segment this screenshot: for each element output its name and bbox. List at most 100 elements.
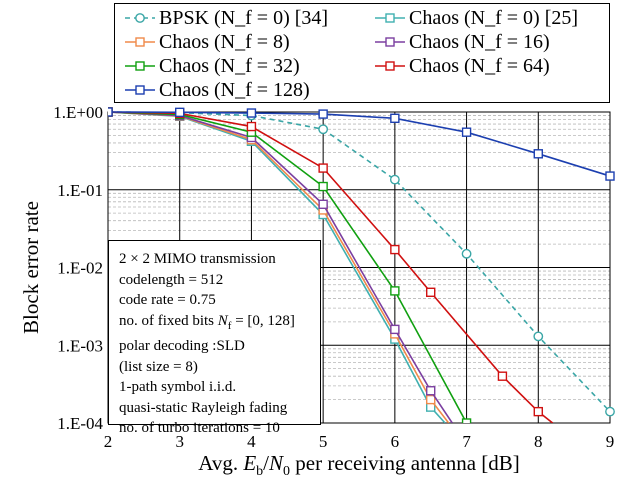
data-point: [246, 121, 257, 132]
legend-label: Chaos (N_f = 64): [409, 54, 550, 77]
series-layer: [108, 107, 615, 423]
data-point: [605, 406, 615, 417]
legend-item: Chaos (N_f = 128): [123, 78, 310, 101]
parameter-line: quasi-static Rayleigh fading: [119, 398, 320, 419]
data-point: [461, 248, 472, 259]
data-point: [426, 394, 436, 405]
parameter-text: N: [217, 312, 228, 329]
series-6: [108, 107, 615, 181]
parameter-text: code rate = 0.75: [119, 292, 216, 308]
legend-symbol: [125, 13, 155, 23]
legend-label: Chaos (N_f = 128): [159, 78, 310, 101]
data-point: [461, 418, 472, 423]
y-tick-labels: 1.E+00 1.E-01 1.E-02 1.E-03 1.E-04: [53, 103, 103, 433]
x-tick-label: 7: [462, 432, 471, 451]
x-tick-label: 2: [104, 432, 113, 451]
legend-symbol: [375, 37, 405, 47]
data-point: [318, 163, 328, 173]
y-tick-label: 1.E+00: [53, 103, 103, 122]
x-axis-label-part: b: [256, 464, 263, 479]
parameter-line: no. of turbo iterations = 10: [119, 418, 320, 439]
series-line: [108, 111, 611, 177]
data-point: [175, 107, 185, 118]
legend-item: Chaos (N_f = 0) [25]: [373, 6, 579, 29]
legend: BPSK (N_f = 0) [34] Chaos (N_f = 0) [25] C…: [114, 3, 610, 103]
data-point: [390, 286, 400, 296]
y-tick-label: 1.E-04: [57, 414, 103, 433]
legend-label: Chaos (N_f = 0) [25]: [409, 6, 579, 29]
legend-item: BPSK (N_f = 0) [34]: [123, 6, 329, 29]
x-axis-label-part: Avg.: [198, 451, 243, 475]
legend-item: Chaos (N_f = 8): [123, 30, 290, 53]
legend-symbol: [375, 61, 405, 71]
simulation-parameters-box: 2 × 2 MIMO transmission codelength = 512 c…: [108, 240, 321, 436]
x-axis-label: Avg. Eb/N0 per receiving antenna [dB]: [198, 451, 520, 479]
legend-label: Chaos (N_f = 32): [159, 54, 300, 77]
legend-item: Chaos (N_f = 16): [373, 30, 550, 53]
legend-label: Chaos (N_f = 16): [409, 30, 550, 53]
parameter-line: no. of fixed bits Nf = [0, 128]: [119, 311, 320, 337]
x-axis-label-part: N: [268, 451, 284, 475]
series-line: [108, 111, 468, 423]
data-point: [318, 109, 328, 119]
legend-item: Chaos (N_f = 32): [123, 54, 300, 77]
data-point: [497, 371, 508, 381]
legend-symbol: [125, 61, 155, 71]
parameter-text: MIMO transmission: [149, 251, 276, 267]
data-point: [390, 113, 400, 123]
parameter-text: ×: [126, 251, 143, 267]
data-point: [318, 199, 328, 209]
data-point: [533, 149, 543, 159]
data-point: [389, 174, 400, 185]
parameter-text: 2: [142, 251, 150, 267]
data-point: [605, 171, 615, 181]
parameter-line: codelength = 512: [119, 270, 320, 291]
data-point: [390, 324, 400, 335]
data-point: [426, 386, 436, 396]
x-axis-label-part: E: [242, 451, 256, 475]
x-axis-label-part: 0: [283, 464, 290, 479]
x-tick-label: 6: [391, 432, 400, 451]
x-tick-label: 3: [175, 432, 184, 451]
data-point: [533, 406, 543, 417]
data-point: [108, 107, 113, 117]
data-point: [390, 244, 400, 255]
legend-symbol: [125, 37, 155, 47]
x-tick-labels: 2 3 4 5 6 7 8 9: [104, 432, 615, 451]
legend-label: Chaos (N_f = 8): [159, 30, 290, 53]
data-point: [533, 331, 544, 342]
data-point: [318, 124, 329, 135]
y-tick-label: 1.E-03: [57, 336, 103, 355]
major-gridlines: [108, 112, 610, 423]
parameter-text: codelength = 512: [119, 271, 224, 288]
parameter-text: (list size = 8): [119, 358, 198, 375]
legend-symbol: [125, 85, 155, 95]
y-tick-label: 1.E-01: [57, 181, 103, 200]
parameter-line: (list size = 8): [119, 357, 320, 378]
legend-label: BPSK (N_f = 0) [34]: [159, 6, 329, 29]
data-point: [461, 127, 472, 137]
parameter-text: quasi-static Rayleigh fading: [119, 399, 288, 416]
parameter-text: 1-path symbol i.i.d.: [119, 379, 237, 395]
data-point: [426, 287, 436, 297]
parameter-line: code rate = 0.75: [119, 290, 320, 311]
y-axis-label: Block error rate: [19, 201, 43, 334]
parameter-text: no. of turbo iterations = 10: [119, 420, 280, 436]
x-tick-label: 4: [247, 432, 256, 451]
x-tick-label: 5: [319, 432, 328, 451]
parameter-text: polar decoding :SLD: [119, 338, 245, 354]
parameter-line: 2 × 2 MIMO transmission: [119, 249, 320, 270]
parameter-text: f: [227, 319, 232, 332]
legend-item: Chaos (N_f = 64): [373, 54, 550, 77]
parameter-line: 1-path symbol i.i.d.: [119, 377, 320, 398]
parameter-line: polar decoding :SLD: [119, 336, 320, 357]
y-tick-label: 1.E-02: [57, 259, 103, 278]
x-tick-label: 8: [534, 432, 543, 451]
parameter-text: no. of fixed bits: [119, 312, 218, 329]
parameter-text: 2: [119, 251, 127, 267]
parameter-text: = [0, 128]: [231, 312, 295, 329]
x-axis-label-part: per receiving antenna [dB]: [290, 451, 520, 475]
legend-symbol: [375, 13, 405, 23]
data-point: [318, 181, 328, 192]
